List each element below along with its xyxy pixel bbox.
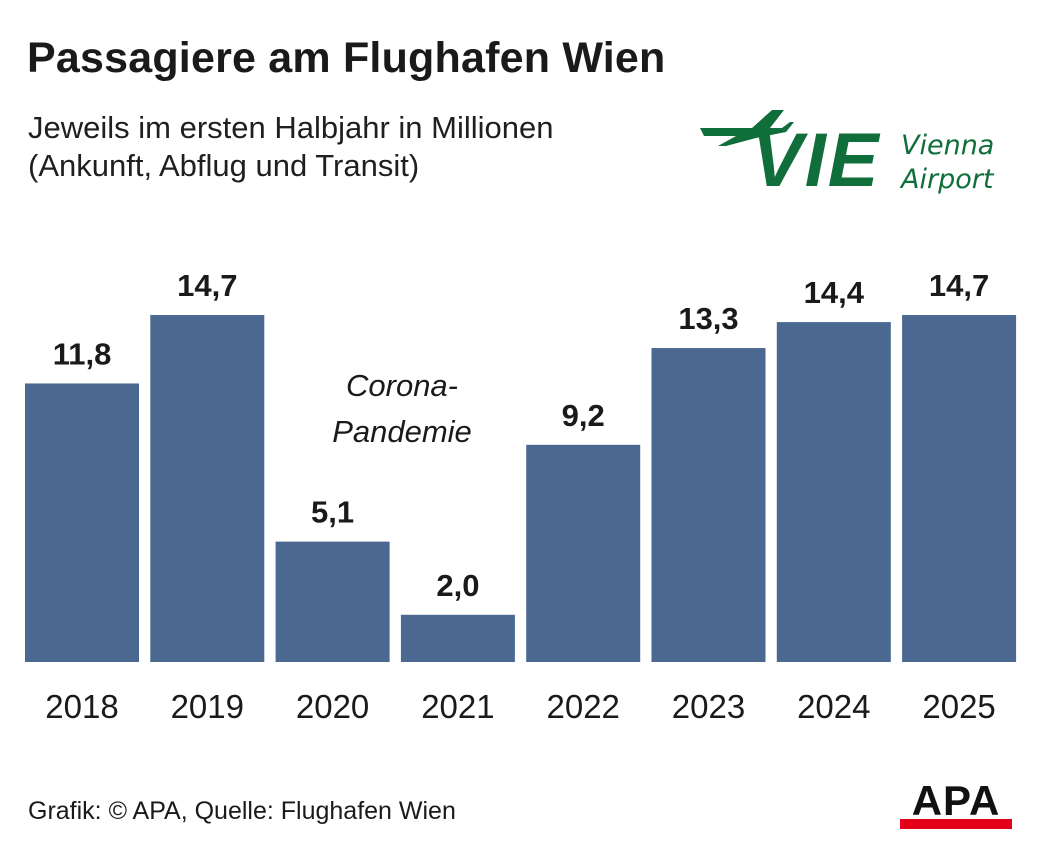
source-credit: Grafik: © APA, Quelle: Flughafen Wien: [28, 797, 456, 825]
bar-2022: [526, 444, 641, 662]
vienna-airport-logo: VIE Vienna Airport: [700, 110, 995, 198]
value-labels-group: 11,8 14,7 5,1 2,0 9,2 13,3 14,4 14,7: [53, 268, 990, 603]
value-label-2025: 14,7: [929, 268, 989, 303]
apa-logo-text: APA: [911, 777, 1001, 824]
airport-logo-text: Airport: [899, 164, 995, 195]
bar-2025: [902, 315, 1017, 662]
value-label-2023: 13,3: [678, 301, 738, 336]
chart-subtitle-line-2: (Ankunft, Abflug und Transit): [28, 148, 420, 183]
corona-annotation-line-2: Pandemie: [332, 414, 472, 449]
x-tick-label-2024: 2024: [797, 688, 870, 725]
value-label-2018: 11,8: [53, 336, 112, 371]
x-tick-label-2022: 2022: [546, 688, 619, 725]
value-label-2021: 2,0: [436, 568, 479, 603]
value-label-2022: 9,2: [562, 398, 605, 433]
airplane-icon: [700, 110, 794, 146]
x-tick-label-2018: 2018: [45, 688, 118, 725]
chart-subtitle-line-1: Jeweils im ersten Halbjahr in Millionen: [28, 110, 554, 145]
apa-logo-accent-bar: [900, 819, 1012, 829]
bar-2020: [275, 541, 390, 662]
x-tick-label-2019: 2019: [171, 688, 244, 725]
bar-2021: [400, 614, 515, 662]
bar-2023: [651, 348, 766, 662]
bars-group: [25, 315, 1017, 662]
value-label-2019: 14,7: [177, 268, 237, 303]
vienna-logo-text: Vienna: [901, 130, 994, 161]
x-tick-label-2025: 2025: [922, 688, 995, 725]
x-tick-label-2020: 2020: [296, 688, 369, 725]
bar-2019: [150, 315, 265, 662]
corona-annotation-line-1: Corona-: [346, 368, 458, 403]
bar-2024: [776, 322, 891, 662]
bar-2018: [25, 383, 139, 662]
x-tick-label-2021: 2021: [421, 688, 494, 725]
vie-logo-code: VIE: [752, 118, 881, 198]
value-label-2020: 5,1: [311, 495, 354, 530]
apa-logo: APA: [900, 777, 1012, 829]
x-tick-label-2023: 2023: [672, 688, 745, 725]
value-label-2024: 14,4: [804, 275, 865, 310]
chart-title: Passagiere am Flughafen Wien: [27, 34, 666, 82]
x-axis-ticks-group: 2018 2019 2020 2021 2022 2023 2024 2025: [45, 688, 996, 725]
